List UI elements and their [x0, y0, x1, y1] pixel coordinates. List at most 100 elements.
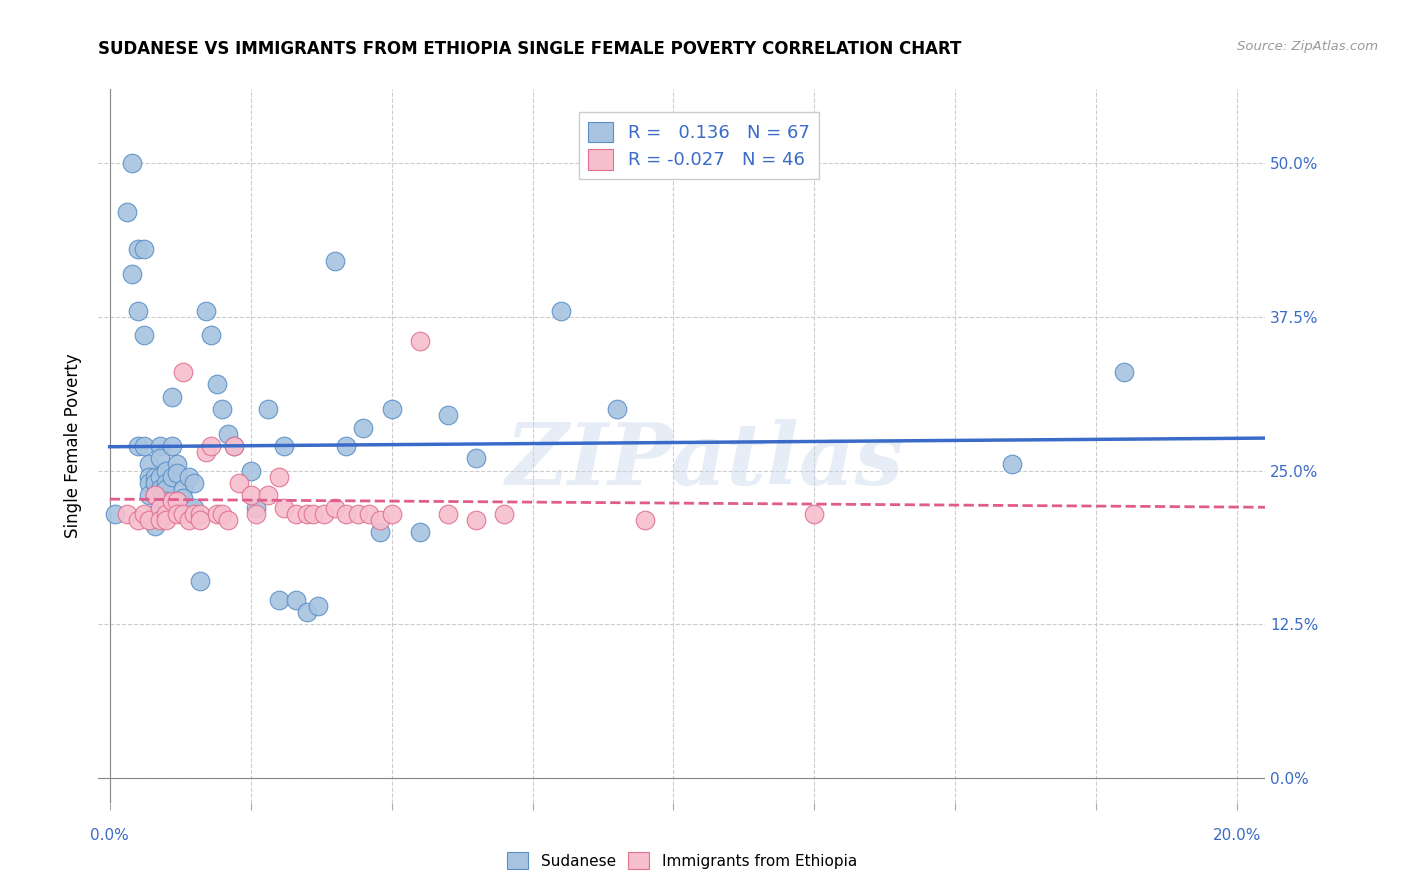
Point	[155, 507, 177, 521]
Point	[149, 513, 172, 527]
Point	[346, 507, 368, 521]
Point	[200, 439, 222, 453]
Point	[357, 507, 380, 521]
Point	[115, 205, 138, 219]
Text: ZIPatlas: ZIPatlas	[506, 418, 904, 502]
Point	[222, 439, 245, 453]
Point	[323, 254, 346, 268]
Point	[1001, 458, 1024, 472]
Point	[155, 507, 177, 521]
Point	[245, 507, 267, 521]
Point	[335, 439, 357, 453]
Point	[381, 402, 404, 417]
Point	[323, 500, 346, 515]
Point	[149, 439, 172, 453]
Point	[177, 500, 200, 515]
Point	[256, 402, 278, 417]
Point	[132, 242, 155, 256]
Point	[256, 488, 278, 502]
Point	[368, 525, 391, 540]
Point	[143, 488, 166, 502]
Point	[177, 469, 200, 483]
Point	[239, 464, 262, 478]
Point	[172, 491, 194, 505]
Point	[138, 488, 160, 502]
Point	[284, 592, 307, 607]
Point	[166, 466, 188, 480]
Point	[160, 494, 183, 508]
Point	[437, 507, 460, 521]
Point	[606, 402, 628, 417]
Text: 20.0%: 20.0%	[1213, 828, 1261, 843]
Text: Source: ZipAtlas.com: Source: ZipAtlas.com	[1237, 40, 1378, 54]
Point	[138, 513, 160, 527]
Point	[143, 519, 166, 533]
Point	[494, 507, 516, 521]
Point	[267, 469, 290, 483]
Point	[295, 507, 318, 521]
Point	[312, 507, 335, 521]
Point	[160, 469, 183, 483]
Point	[273, 500, 295, 515]
Point	[143, 507, 166, 521]
Point	[127, 439, 149, 453]
Point	[138, 469, 160, 483]
Point	[132, 328, 155, 343]
Point	[437, 409, 460, 423]
Point	[409, 334, 432, 349]
Point	[465, 451, 488, 466]
Point	[155, 513, 177, 527]
Point	[132, 439, 155, 453]
Point	[166, 507, 188, 521]
Point	[115, 507, 138, 521]
Point	[143, 488, 166, 502]
Point	[205, 377, 228, 392]
Point	[138, 458, 160, 472]
Point	[127, 513, 149, 527]
Point	[217, 426, 239, 441]
Point	[245, 500, 267, 515]
Point	[194, 303, 217, 318]
Point	[188, 513, 211, 527]
Point	[143, 469, 166, 483]
Point	[155, 475, 177, 490]
Point	[172, 365, 194, 379]
Point	[222, 439, 245, 453]
Point	[188, 574, 211, 589]
Point	[177, 513, 200, 527]
Point	[127, 303, 149, 318]
Point	[149, 482, 172, 496]
Point	[172, 507, 194, 521]
Point	[155, 464, 177, 478]
Legend: R =   0.136   N = 67, R = -0.027   N = 46: R = 0.136 N = 67, R = -0.027 N = 46	[579, 112, 818, 178]
Point	[211, 402, 233, 417]
Point	[104, 507, 127, 521]
Point	[211, 507, 233, 521]
Y-axis label: Single Female Poverty: Single Female Poverty	[65, 354, 83, 538]
Point	[368, 513, 391, 527]
Legend: Sudanese, Immigrants from Ethiopia: Sudanese, Immigrants from Ethiopia	[501, 846, 863, 875]
Text: SUDANESE VS IMMIGRANTS FROM ETHIOPIA SINGLE FEMALE POVERTY CORRELATION CHART: SUDANESE VS IMMIGRANTS FROM ETHIOPIA SIN…	[98, 40, 962, 58]
Point	[284, 507, 307, 521]
Point	[194, 445, 217, 459]
Point	[239, 488, 262, 502]
Point	[307, 599, 329, 613]
Point	[381, 507, 404, 521]
Point	[160, 390, 183, 404]
Text: 0.0%: 0.0%	[90, 828, 129, 843]
Point	[634, 513, 657, 527]
Point	[335, 507, 357, 521]
Point	[132, 507, 155, 521]
Point	[138, 475, 160, 490]
Point	[166, 458, 188, 472]
Point	[166, 494, 188, 508]
Point	[200, 328, 222, 343]
Point	[143, 475, 166, 490]
Point	[172, 482, 194, 496]
Point	[267, 592, 290, 607]
Point	[149, 500, 172, 515]
Point	[803, 507, 825, 521]
Point	[183, 475, 205, 490]
Point	[228, 475, 250, 490]
Point	[205, 507, 228, 521]
